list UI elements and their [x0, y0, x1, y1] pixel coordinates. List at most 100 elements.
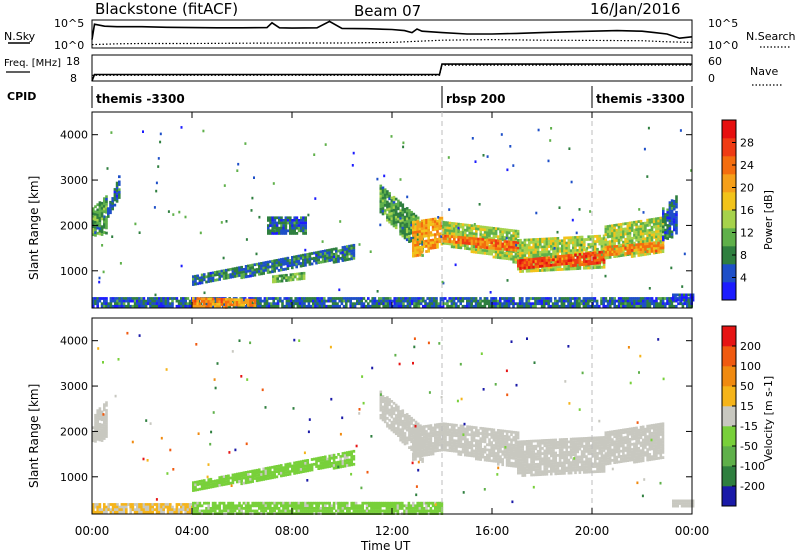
power-ylabel: Slant Range [km]	[27, 176, 41, 280]
beam-title: Beam 07	[354, 2, 421, 20]
power-colorbar-swatch-4	[722, 210, 736, 229]
xtick-3: 12:00	[375, 524, 410, 538]
velocity-region-9	[672, 499, 695, 508]
time-axis: 00:00 04:00 08:00 12:00 16:00 20:00 00:00	[75, 524, 710, 538]
power-region-6	[412, 216, 444, 258]
velocity-colorbar-swatch-6	[722, 366, 736, 387]
cpid-segment-2: themis -3300	[596, 92, 685, 106]
cpid-segment-1: rbsp 200	[446, 92, 505, 106]
power-speckles	[98, 126, 693, 297]
velocity-colorbar-tick-0: 200	[740, 340, 761, 353]
velocity-colorbar-swatch-3	[722, 426, 736, 447]
velocity-region-5	[517, 436, 606, 477]
cpid-label: CPID	[7, 90, 36, 103]
power-ytick-2: 3000	[60, 174, 88, 187]
power-region-0	[92, 195, 108, 237]
cpid-segment-0: themis -3300	[96, 92, 185, 106]
nsky-series-0	[91, 20, 693, 40]
velocity-colorbar-swatch-4	[722, 406, 736, 427]
xtick-2: 08:00	[275, 524, 310, 538]
freq-series-1	[92, 64, 692, 76]
velocity-ylabel: Slant Range [km]	[27, 384, 41, 488]
power-colorbar-swatch-9	[722, 120, 736, 139]
nave-tick-bottom: 0	[708, 72, 715, 85]
power-colorbar-label: Power [dB]	[762, 190, 775, 250]
power-colorbar-tick-0: 4	[740, 272, 747, 285]
velocity-ytick-1: 2000	[60, 425, 88, 438]
power-colorbar-swatch-7	[722, 156, 736, 175]
freq-series-0	[91, 63, 692, 82]
power-colorbar-tick-6: 28	[740, 137, 754, 150]
power-ytick-1: 2000	[60, 219, 88, 232]
power-colorbar-swatch-5	[722, 192, 736, 211]
xtick-1: 04:00	[175, 524, 210, 538]
power-colorbar-swatch-6	[722, 174, 736, 193]
nsky-tick-top: 10^5	[54, 17, 84, 30]
velocity-panel: Slant Range [km] 1000 2000 3000 4000 200 100…	[27, 317, 775, 515]
power-colorbar-tick-3: 16	[740, 204, 754, 217]
power-ytick-0: 1000	[60, 265, 88, 278]
velocity-colorbar-tick-7: -200	[740, 480, 765, 493]
velocity-colorbar-tick-3: 15	[740, 400, 754, 413]
power-region-15	[192, 297, 257, 309]
freq-label: Freq. [MHz]	[4, 58, 61, 69]
freq-panel: Freq. [MHz] 18 8 60 0 Nave	[4, 54, 782, 86]
velocity-speckles	[97, 331, 665, 506]
velocity-region-8	[192, 501, 444, 515]
velocity-region-1	[192, 449, 356, 492]
nave-label: Nave	[750, 65, 778, 78]
velocity-colorbar-tick-1: 100	[740, 360, 761, 373]
nsearch-tick-top: 10^5	[708, 17, 738, 30]
power-colorbar-tick-2: 12	[740, 227, 754, 240]
velocity-region-6	[604, 422, 665, 466]
power-ytick-3: 4000	[60, 129, 88, 142]
velocity-colorbar-swatch-2	[722, 446, 736, 467]
power-panel: Slant Range [km] 1000 2000 3000 4000 4 8 12 16…	[27, 111, 775, 309]
cpid-strip: CPID themis -3300 rbsp 200 themis -3300	[7, 86, 693, 108]
velocity-colorbar-swatch-0	[722, 486, 736, 507]
xtick-6: 00:00	[675, 524, 710, 538]
velocity-colorbar-swatch-7	[722, 346, 736, 367]
nsky-panel: N.Sky 10^5 10^0 10^5 10^0 N.Search	[4, 17, 796, 52]
power-colorbar-swatch-8	[722, 138, 736, 157]
velocity-colorbar-swatch-5	[722, 386, 736, 407]
velocity-region-4	[442, 422, 520, 468]
freq-tick-bottom: 8	[70, 72, 77, 85]
velocity-colorbar-swatch-1	[722, 466, 736, 487]
power-colorbar-tick-1: 8	[740, 249, 747, 262]
power-colorbar-tick-5: 24	[740, 159, 754, 172]
nsky-series-1	[91, 38, 693, 46]
nsky-tick-bottom: 10^0	[54, 39, 84, 52]
power-region-13	[662, 195, 678, 242]
velocity-colorbar-tick-6: -100	[740, 460, 765, 473]
power-colorbar-swatch-0	[722, 282, 736, 301]
power-colorbar-swatch-1	[722, 264, 736, 283]
velocity-ytick-2: 3000	[60, 380, 88, 393]
freq-tick-top: 18	[66, 55, 80, 68]
power-colorbar-swatch-3	[722, 228, 736, 247]
power-region-16	[672, 293, 695, 302]
nsky-label: N.Sky	[4, 30, 36, 43]
power-region-4	[267, 216, 307, 235]
xtick-0: 00:00	[75, 524, 110, 538]
nsearch-label: N.Search	[746, 30, 796, 43]
xtick-4: 16:00	[475, 524, 510, 538]
nave-tick-top: 60	[708, 55, 722, 68]
power-region-1	[107, 175, 121, 218]
velocity-region-3	[412, 422, 444, 461]
power-region-12	[604, 241, 665, 257]
station-title: Blackstone (fitACF)	[95, 0, 238, 18]
velocity-colorbar-label: Velocity [m s-1]	[762, 376, 775, 462]
velocity-colorbar-tick-4: -15	[740, 420, 758, 433]
velocity-colorbar-tick-5: -50	[740, 440, 758, 453]
velocity-ytick-0: 1000	[60, 471, 88, 484]
velocity-region-0	[92, 401, 108, 443]
xtick-5: 20:00	[575, 524, 610, 538]
date-title: 16/Jan/2016	[590, 0, 681, 18]
power-region-2	[192, 243, 356, 286]
nsearch-tick-bottom: 10^0	[708, 39, 738, 52]
velocity-region-7	[92, 503, 194, 514]
power-colorbar-swatch-2	[722, 246, 736, 265]
velocity-colorbar-swatch-8	[722, 326, 736, 347]
